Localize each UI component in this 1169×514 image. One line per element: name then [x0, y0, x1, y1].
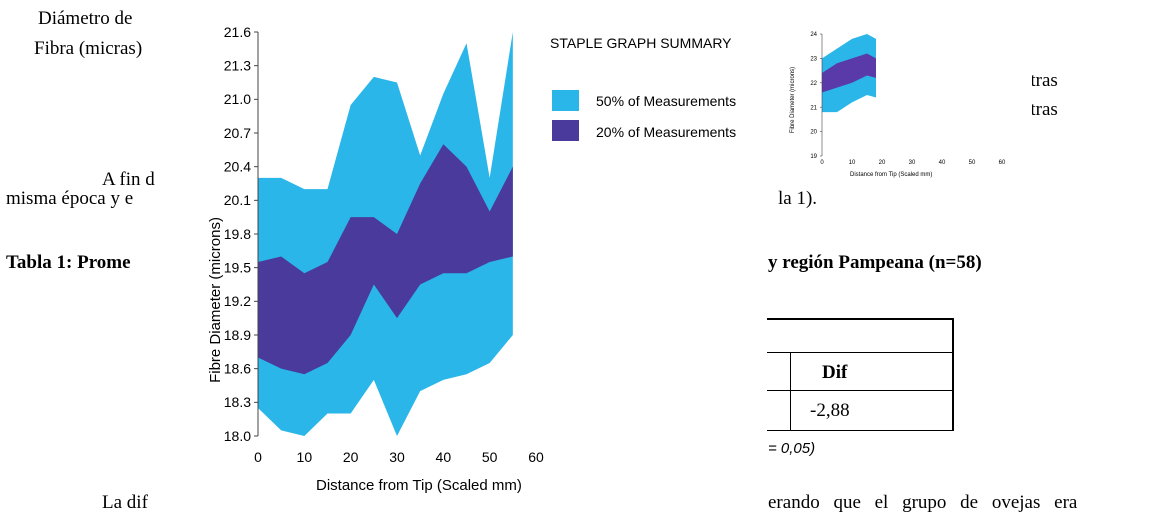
mini-chart: 19 20 21 22 23 24 0 10 20 30 40 50 60 Distance from…: [784, 14, 1032, 186]
x-axis-label: Distance from Tip (Scaled mm): [316, 477, 522, 494]
y-tick-label: 21.3: [224, 58, 251, 74]
table-top-border: [760, 318, 954, 320]
table-column-divider: [790, 352, 791, 430]
x-tick-label: 60: [528, 449, 544, 465]
table-caption-left: Tabla 1: Prome: [6, 252, 131, 273]
x-tick-label: 20: [343, 449, 359, 465]
x-tick-label: 10: [297, 449, 313, 465]
mini-chart-svg: 19 20 21 22 23 24 0 10 20 30 40 50 60 Distance from…: [790, 32, 1006, 178]
y-axis-label: Fibre Diameter (microns): [207, 217, 224, 383]
y-tick-label: 20: [810, 130, 817, 136]
chart-title: STAPLE GRAPH SUMMARY: [550, 35, 732, 51]
x-tick-label: 0: [254, 449, 262, 465]
table-value-dif: -2,88: [810, 400, 850, 421]
band-1: [258, 144, 513, 375]
side-label-line2: Fibra (micras): [34, 38, 143, 59]
legend-swatch-50: [552, 90, 579, 111]
y-tick-label: 20.1: [224, 192, 251, 208]
legend-swatch-20: [552, 120, 579, 141]
staple-graph-svg: 18.0 18.3 18.6 18.9 19.2 19.5 19.8 20.1 20.4 20.7…: [207, 24, 736, 494]
y-tick-label: 22: [810, 81, 817, 87]
y-tick-label: 19.5: [224, 260, 251, 276]
x-tick-label: 20: [879, 160, 886, 166]
y-tick-label: 18.6: [224, 361, 251, 377]
mini-x-axis-label: Distance from Tip (Scaled mm): [850, 172, 932, 178]
y-tick-label: 18.9: [224, 327, 251, 343]
x-tick-label: 50: [969, 160, 976, 166]
band-1: [822, 53, 876, 93]
x-tick-label: 10: [849, 160, 856, 166]
y-tick-label: 19.2: [224, 293, 251, 309]
table-header-top: [760, 352, 954, 353]
x-tick-label: 40: [436, 449, 452, 465]
x-tick-label: 50: [482, 449, 498, 465]
y-tick-label: 18.3: [224, 394, 251, 410]
y-tick-label: 18.0: [224, 428, 251, 444]
y-tick-label: 23: [810, 57, 817, 63]
x-tick-label: 0: [820, 160, 824, 166]
legend-label-50: 50% of Measurements: [596, 93, 736, 109]
paragraph1-line2-right: la 1).: [778, 188, 818, 209]
x-tick-label: 30: [909, 160, 916, 166]
table-note: = 0,05): [768, 440, 816, 457]
paragraph1-line2-left: misma época y e: [6, 188, 134, 209]
x-tick-label: 60: [999, 160, 1006, 166]
y-tick-label: 20.4: [224, 159, 251, 175]
x-tick-label: 30: [389, 449, 405, 465]
y-tick-label: 19.8: [224, 226, 251, 242]
staple-graph-chart: 18.0 18.3 18.6 18.9 19.2 19.5 19.8 20.1 20.4 20.7…: [182, 0, 767, 514]
side-label-line1: Diámetro de: [38, 8, 133, 29]
table-header-dif: Dif: [822, 362, 848, 383]
y-tick-label: 21: [810, 105, 817, 111]
y-tick-label: 24: [810, 32, 817, 38]
x-tick-label: 40: [939, 160, 946, 166]
table-bottom-border: [760, 430, 954, 431]
y-tick-label: 21.0: [224, 91, 251, 107]
paragraph2-left: La dif: [102, 492, 148, 513]
y-tick-label: 21.6: [224, 24, 251, 40]
table-caption-right: y región Pampeana (n=58): [768, 252, 982, 273]
table-row-divider: [760, 390, 954, 391]
legend-label-20: 20% of Measurements: [596, 124, 736, 140]
paragraph2-right: erando que el grupo de ovejas era: [768, 492, 1078, 513]
table-right-border: [952, 318, 954, 430]
y-tick-label: 19: [810, 154, 817, 160]
paragraph1-fragment: A fin d: [102, 169, 155, 190]
mini-y-axis-label: Fibre Diameter (microns): [790, 67, 796, 133]
y-tick-label: 20.7: [224, 125, 251, 141]
